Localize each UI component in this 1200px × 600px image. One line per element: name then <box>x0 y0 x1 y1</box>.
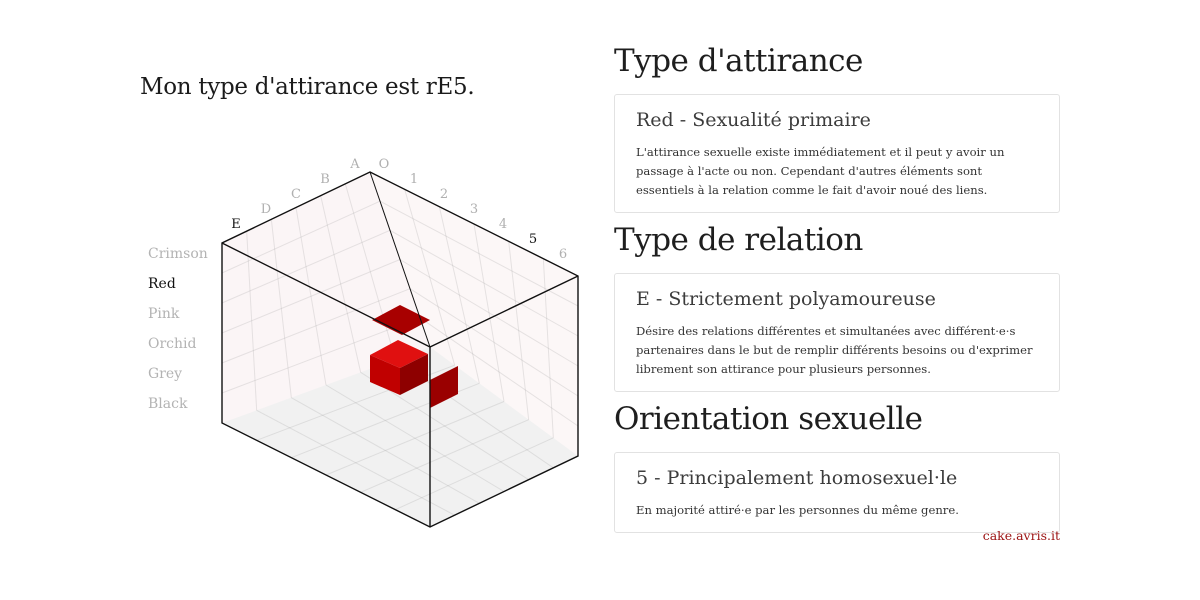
attraction-card: Red - Sexualité primaire L'attirance sex… <box>614 94 1060 213</box>
marker-cube-left <box>370 355 400 395</box>
cube-floor <box>222 347 578 527</box>
axis-number-6: 6 <box>559 247 567 262</box>
section-title-attraction: Type d'attirance <box>614 43 863 79</box>
marker-shadow-side <box>430 366 458 408</box>
grid-line <box>399 259 579 367</box>
grid-line <box>221 200 381 274</box>
headline: Mon type d'attirance est rE5. <box>140 74 475 100</box>
axis-letter-a: A <box>349 157 360 172</box>
orientation-card-text: En majorité attiré·e par les personnes d… <box>636 503 959 517</box>
marker-cube-top <box>370 340 428 368</box>
grid-line <box>291 397 480 504</box>
orientation-card: 5 - Principalement homosexuel·le En majo… <box>614 452 1060 533</box>
color-item-orchid: Orchid <box>148 336 197 352</box>
details-panel: Type d'attirance Red - Sexualité primair… <box>614 42 1060 541</box>
cube-edge-left <box>221 242 431 348</box>
grid-line <box>325 384 505 492</box>
grid-line <box>473 223 505 402</box>
cube-edge-inner <box>369 171 431 348</box>
color-item-black: Black <box>148 396 188 412</box>
grid-line <box>221 317 421 394</box>
color-item-grey: Grey <box>148 366 183 382</box>
grid-line <box>360 419 529 493</box>
color-item-crimson: Crimson <box>148 246 208 262</box>
grid-line <box>270 219 292 398</box>
color-item-red: Red <box>148 276 176 292</box>
marker-shadow-top <box>372 305 430 335</box>
grid-line <box>409 288 579 397</box>
grid-line <box>320 195 362 373</box>
axis-letter-e: E <box>231 217 241 232</box>
cube-edge-right <box>429 275 579 348</box>
axis-letter-c: C <box>291 187 301 202</box>
grid-line <box>221 259 401 334</box>
grid-line <box>419 317 579 427</box>
axis-number-3: 3 <box>470 202 478 217</box>
cube-graphic: A B C D E O 1 2 3 4 5 6 <box>221 157 579 528</box>
grid-line <box>389 229 579 337</box>
grid-line <box>379 200 579 307</box>
axis-number-0: O <box>379 157 390 172</box>
grid-line <box>438 206 480 384</box>
grid-line <box>344 183 396 360</box>
cube-back-right-wall <box>370 172 578 456</box>
axis-letter-d: D <box>261 202 271 217</box>
grid-line <box>221 229 391 304</box>
relation-card-title: E - Strictement polyamoureuse <box>636 288 936 310</box>
orientation-card-title: 5 - Principalement homosexuel·le <box>636 467 958 489</box>
axis-number-5: 5 <box>529 232 537 247</box>
relation-card: E - Strictement polyamoureuse Désire des… <box>614 273 1060 392</box>
marker-cube-right <box>400 354 428 395</box>
color-list: Crimson Red Pink Orchid Grey Black <box>148 246 208 426</box>
axis-number-4: 4 <box>499 217 507 232</box>
section-title-orientation: Orientation sexuelle <box>614 401 923 437</box>
axis-number-2: 2 <box>440 187 448 202</box>
color-item-pink: Pink <box>148 306 180 322</box>
grid-line <box>360 371 529 481</box>
grid-line <box>508 241 530 420</box>
axis-number-1: 1 <box>410 172 418 187</box>
grid-line <box>404 189 456 366</box>
attraction-card-text: L'attirance sexuelle existe immédiatemen… <box>636 145 1005 197</box>
section-title-relation: Type de relation <box>614 222 863 258</box>
grid-line <box>246 231 258 411</box>
grid-line <box>221 288 411 364</box>
attraction-cube: A B C D E O 1 2 3 4 5 6 <box>140 150 590 550</box>
grid-line <box>542 258 554 438</box>
attraction-card-title: Red - Sexualité primaire <box>636 109 871 131</box>
relation-card-text: Désire des relations différentes et simu… <box>636 324 1033 376</box>
grid-line <box>395 437 554 511</box>
axis-letter-b: B <box>320 172 330 187</box>
grid-line <box>295 207 327 386</box>
grid-line <box>256 409 455 516</box>
grid-line <box>325 401 505 476</box>
credit-link[interactable]: cake.avris.it <box>982 528 1060 543</box>
